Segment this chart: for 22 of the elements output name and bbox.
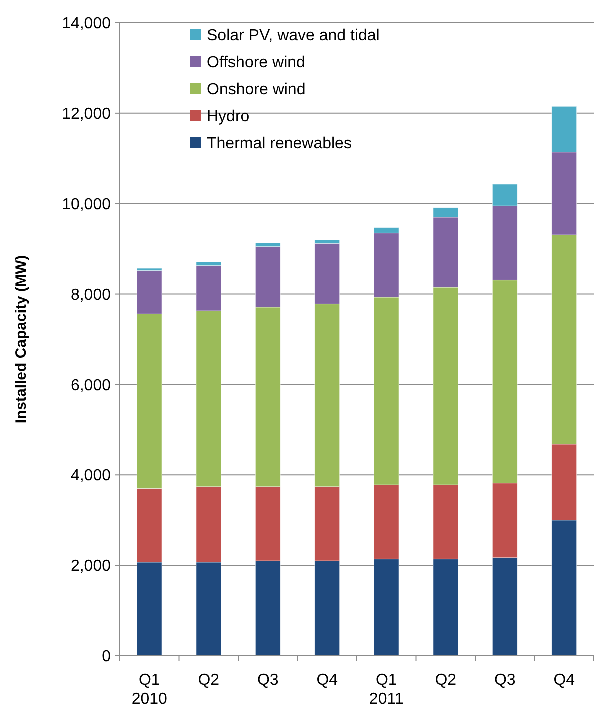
legend-label: Solar PV, wave and tidal	[207, 28, 380, 45]
y-tick-label: 6,000	[70, 377, 112, 394]
x-tick-label: Q3	[257, 672, 279, 689]
y-tick-label: 8,000	[70, 286, 112, 304]
y-tick-label: 0	[102, 648, 112, 666]
x-tick-label: Q3	[494, 672, 516, 689]
y-tick-label: 10,000	[62, 196, 112, 214]
y-tick-label: 14,000	[62, 16, 112, 33]
y-tick-label: 2,000	[70, 558, 112, 576]
x-tick-label: Q1 2010	[132, 672, 168, 708]
x-tick-label: Q2	[435, 672, 457, 689]
x-tick-label: Q4	[316, 672, 338, 689]
x-tick-label: Q2	[198, 672, 220, 689]
legend-label: Hydro	[207, 108, 250, 126]
y-tick-label: 4,000	[70, 468, 112, 485]
y-tick-label: 12,000	[62, 106, 112, 124]
legend-label: Onshore wind	[207, 82, 306, 99]
legend-label: Offshore wind	[207, 54, 306, 72]
x-tick-label: Q1 2011	[369, 672, 404, 708]
x-tick-label: Q4	[554, 672, 576, 689]
legend-label: Thermal renewables	[207, 136, 352, 153]
y-axis-title: Installed Capacity (MW)	[13, 255, 30, 424]
